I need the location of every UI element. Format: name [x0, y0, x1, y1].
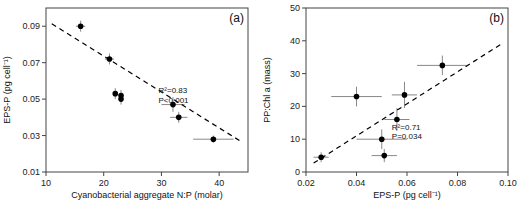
x-tick: [306, 172, 307, 176]
x-axis-label: Cyanobacterial aggregate N:P (molar): [71, 190, 222, 200]
y-tick-label: 30: [290, 69, 300, 79]
y-tick-label: 20: [290, 101, 300, 111]
x-tick: [407, 172, 408, 176]
x-tick-label: 0.10: [499, 178, 517, 188]
x-tick: [457, 172, 458, 176]
point: [381, 153, 387, 159]
annotation-line: P=0.034: [392, 132, 423, 141]
x-tick-label: 10: [41, 178, 51, 188]
point: [78, 23, 84, 29]
x-tick: [161, 172, 162, 176]
y-tick-label: 0.07: [22, 58, 40, 68]
x-tick: [508, 172, 509, 176]
y-tick: [42, 135, 46, 136]
x-tick-label: 0.02: [297, 178, 315, 188]
point: [402, 92, 408, 98]
x-tick: [219, 172, 220, 176]
y-axis-label: PP:Chl a (mass): [262, 57, 272, 123]
plot-frame: [46, 8, 248, 172]
point: [354, 94, 360, 100]
fit-line: [52, 24, 242, 142]
y-tick-label: 10: [290, 134, 300, 144]
y-axis-label: EPS-P (pg cell⁻¹): [2, 56, 12, 123]
panel: 0.02 0.04 0.06 0.08 0.10 0 10 20 30 40 50 EPS-P (pg…: [262, 3, 517, 200]
y-tick-label: 0.05: [22, 94, 40, 104]
annotation: R²=0.83P<0.001: [159, 86, 190, 105]
x-tick-label: 30: [156, 178, 166, 188]
y-tick: [302, 40, 306, 41]
x-tick-label: 0.08: [449, 178, 467, 188]
point: [394, 117, 400, 123]
x-tick: [46, 172, 47, 176]
y-tick: [42, 62, 46, 63]
point: [118, 93, 124, 99]
point: [440, 63, 446, 69]
y-tick: [302, 8, 306, 9]
x-tick-label: 20: [99, 178, 109, 188]
y-tick: [42, 99, 46, 100]
y-tick-label: 0.01: [22, 167, 40, 177]
y-tick: [42, 26, 46, 27]
y-tick: [302, 106, 306, 107]
annotation-line: R²=0.71: [392, 123, 421, 132]
point: [379, 136, 385, 142]
x-tick-label: 0.04: [348, 178, 366, 188]
data-area: [314, 43, 503, 163]
point: [211, 136, 217, 142]
point: [176, 115, 182, 121]
point: [112, 91, 118, 97]
x-tick-label: 0.06: [398, 178, 416, 188]
annotation-line: R²=0.83: [159, 86, 188, 95]
x-tick: [103, 172, 104, 176]
y-tick-label: 40: [290, 36, 300, 46]
panel-title: (a): [229, 11, 244, 25]
y-tick-label: 0.09: [22, 21, 40, 31]
y-tick: [302, 172, 306, 173]
y-tick-label: 0: [295, 167, 300, 177]
plot-frame: [306, 8, 508, 172]
data-area: [52, 21, 242, 143]
x-tick: [356, 172, 357, 176]
y-tick-label: 50: [290, 3, 300, 13]
panel-title: (b): [489, 11, 504, 25]
y-tick: [42, 172, 46, 173]
x-axis-label: EPS-P (pg cell⁻¹): [373, 190, 440, 200]
annotation-line: P<0.001: [159, 96, 190, 105]
x-tick-label: 40: [214, 178, 224, 188]
panel: 10 20 30 40 0.01 0.03 0.05 0.07 0.09 Cyanobacteri…: [2, 8, 248, 200]
chart: 10 20 30 40 0.01 0.03 0.05 0.07 0.09 Cyanobacteri…: [0, 0, 520, 204]
y-tick-label: 0.03: [22, 131, 40, 141]
y-tick: [302, 139, 306, 140]
y-tick: [302, 73, 306, 74]
annotation: R²=0.71P=0.034: [392, 123, 423, 142]
fit-line: [314, 43, 503, 163]
